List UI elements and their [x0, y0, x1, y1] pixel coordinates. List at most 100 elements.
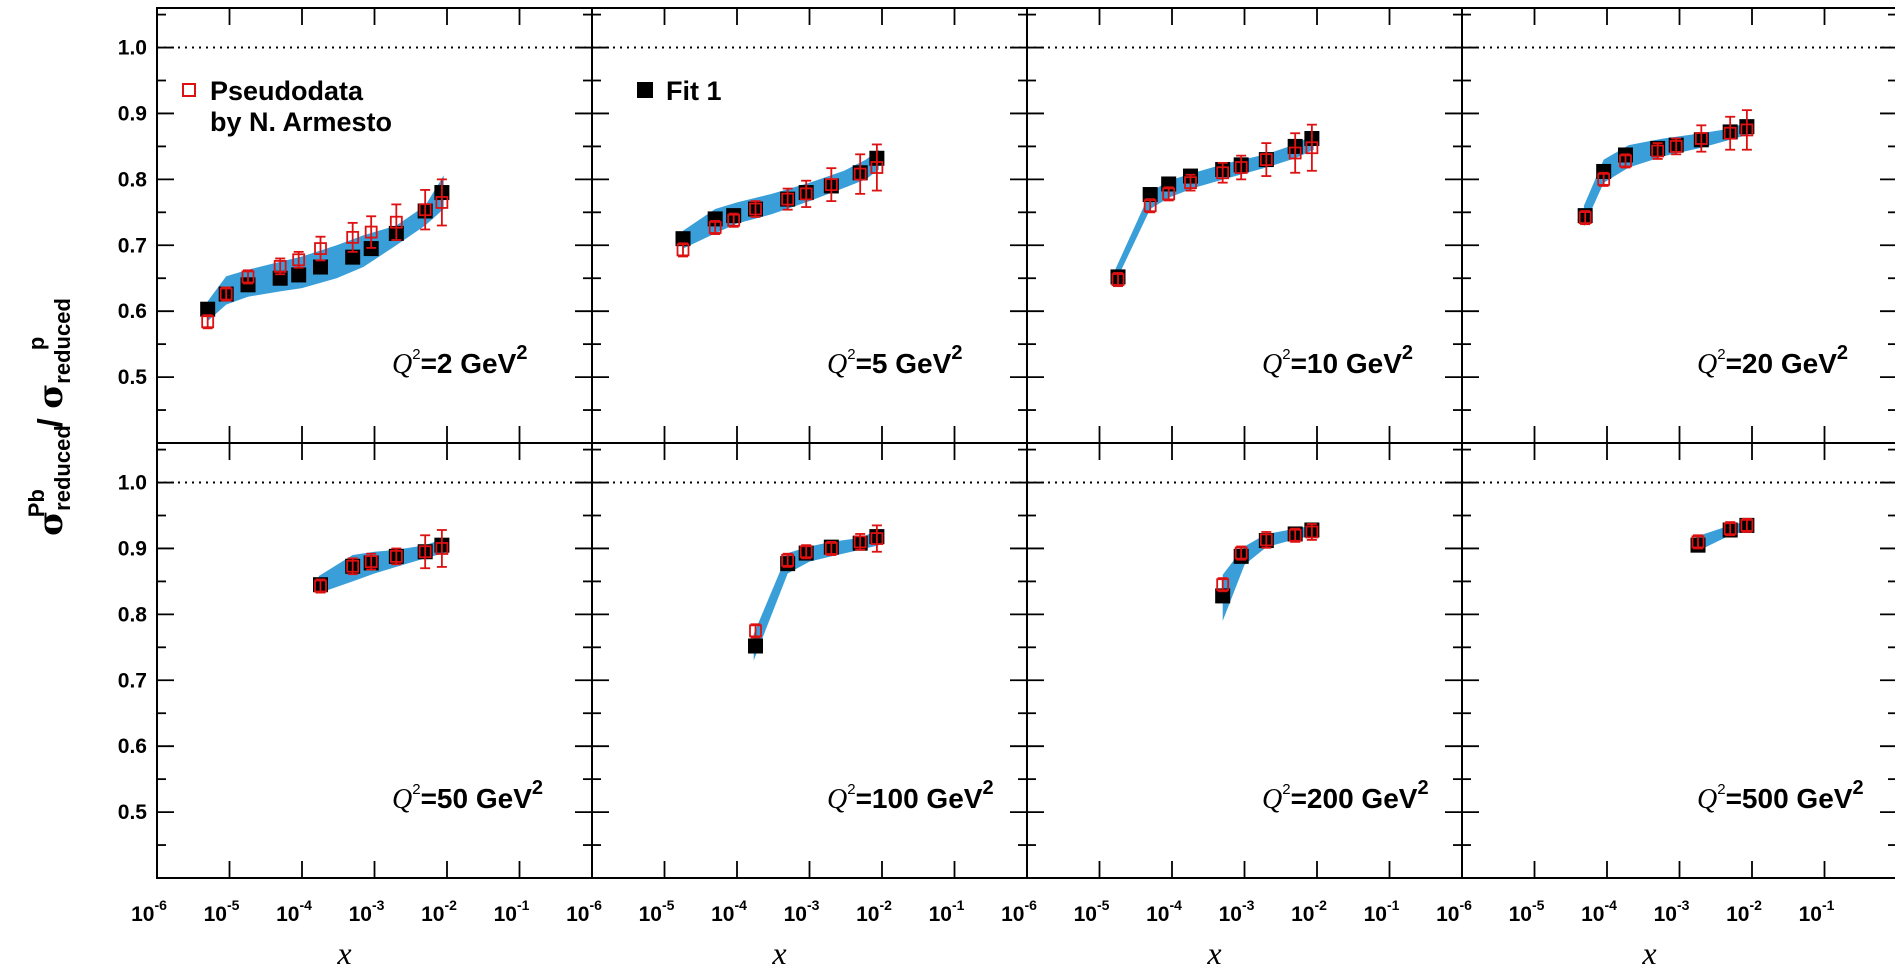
x-tick-label: 10-4 [276, 897, 312, 926]
x-tick-label: 10-2 [1291, 897, 1327, 926]
legend-pseudodata-line2: by N. Armesto [210, 107, 392, 137]
y-tick-label: 1.0 [118, 37, 147, 60]
q2-sup: 2 [1717, 781, 1725, 798]
fit-point-5 [291, 267, 307, 283]
q2-symbol: Q [827, 349, 847, 380]
pseudodata-marker [435, 196, 449, 209]
pseudodata-point-6 [870, 524, 884, 553]
pseudodata-marker [241, 270, 255, 284]
pseudodata-marker [799, 187, 813, 201]
pseudodata-point-3 [1619, 153, 1632, 169]
pseudodata-point-4 [1288, 527, 1302, 543]
pseudodata-point-1 [1578, 210, 1592, 226]
pseudodata-marker [1651, 144, 1665, 158]
pseudodata-point-6 [1694, 124, 1708, 153]
pseudodata-marker [1216, 578, 1230, 592]
q2-value: =50 GeV [421, 783, 533, 814]
y-axis-label: σreducedPb / σreducedp [24, 298, 75, 536]
x-axis-label: x [336, 935, 351, 965]
pseudodata-point-9 [870, 143, 884, 192]
pseudodata-point-3 [364, 552, 378, 571]
y-label-den-sup: p [24, 337, 49, 350]
pseudodata-point-5 [292, 250, 306, 269]
x-tick-exp: -2 [444, 897, 457, 913]
x-tick-label: 10-1 [929, 897, 965, 926]
q2-symbol: Q [392, 349, 412, 380]
pseudodata-point-4 [273, 257, 287, 276]
q2-sup: 2 [1282, 781, 1290, 798]
q2-unit-sup: 2 [1402, 342, 1413, 364]
x-axis-label: x [1641, 935, 1656, 965]
y-tick-label: 0.5 [118, 801, 148, 824]
q2-sup: 2 [412, 346, 420, 363]
x-tick-label: 10-6 [131, 897, 167, 926]
pseudodata-point-3 [727, 212, 741, 228]
x-tick-base: 10 [639, 903, 662, 926]
pseudodata-point-2 [1143, 198, 1157, 214]
pseudodata-marker [1162, 187, 1176, 201]
x-tick-base: 10 [1146, 903, 1169, 926]
pseudodata-point-6 [799, 179, 813, 208]
pseudodata-marker [1740, 518, 1754, 532]
q2-label: Q2=200 GeV2 [1262, 777, 1429, 815]
pseudodata-point-3 [1740, 517, 1754, 533]
x-tick-exp: -3 [1242, 897, 1255, 913]
q2-symbol: Q [392, 784, 412, 815]
x-tick-base: 10 [1509, 903, 1532, 926]
x-tick-label: 10-4 [1581, 897, 1617, 926]
x-tick-exp: -2 [1749, 897, 1762, 913]
x-tick-label: 10-2 [1726, 897, 1762, 926]
pseudodata-marker [346, 230, 360, 244]
q2-symbol: Q [827, 784, 847, 815]
panel-6: Q2=100 GeV2 [591, 442, 1028, 879]
q2-label: Q2=2 GeV2 [392, 342, 527, 380]
pseudodata-marker [853, 167, 867, 181]
y-tick-label: 1.0 [118, 472, 147, 495]
x-tick-label: 10-3 [1219, 897, 1255, 926]
y-tick-label: 0.5 [118, 366, 148, 389]
y-tick-label: 0.7 [118, 669, 147, 692]
panel-4: Q2=20 GeV2 [1461, 7, 1895, 444]
x-tick-base: 10 [1219, 903, 1242, 926]
x-tick-label: 10-2 [421, 897, 457, 926]
q2-sup: 2 [1282, 346, 1290, 363]
uncertainty-band [318, 538, 444, 594]
q2-sup: 2 [1717, 346, 1725, 363]
q2-label: Q2=20 GeV2 [1697, 342, 1848, 380]
q2-value: =10 GeV [1291, 348, 1403, 379]
x-tick-exp: -6 [154, 897, 167, 913]
q2-sup: 2 [412, 781, 420, 798]
pseudodata-point-11 [435, 178, 449, 227]
pseudodata-point-10 [418, 189, 432, 231]
pseudodata-point-7 [824, 167, 838, 203]
legend: Pseudodata by N. Armesto Fit 1 [182, 76, 722, 137]
fit-point-7 [345, 249, 361, 265]
panel-2: Q2=5 GeV2 [591, 7, 1028, 444]
pseudodata-point-8 [364, 215, 378, 249]
svg-text:σreducedPb / σreducedp: σreducedPb / σreducedp [24, 298, 75, 536]
x-tick-label: 10-5 [204, 897, 240, 926]
x-tick-label: 10-5 [1074, 897, 1110, 926]
pseudodata-marker [364, 555, 378, 569]
fit-point-6 [313, 259, 329, 275]
pseudodata-point-1 [314, 578, 327, 594]
x-tick-exp: -2 [1314, 897, 1327, 913]
y-tick-label: 0.9 [118, 537, 147, 560]
pseudodata-point-1 [1216, 577, 1230, 593]
pseudodata-marker [676, 243, 690, 257]
q2-symbol: Q [1697, 784, 1717, 815]
pseudodata-marker [314, 579, 327, 593]
pseudodata-marker [364, 225, 378, 239]
pseudodata-point-5 [418, 534, 432, 570]
q2-sup: 2 [847, 346, 855, 363]
legend-fit-label: Fit 1 [666, 76, 722, 106]
pseudodata-marker [1694, 132, 1708, 145]
x-tick-base: 10 [1654, 903, 1677, 926]
x-tick-base: 10 [784, 903, 807, 926]
pseudodata-point-1 [676, 242, 690, 258]
x-tick-exp: -1 [517, 897, 530, 913]
q2-label: Q2=100 GeV2 [827, 777, 994, 815]
pseudodata-marker [1691, 535, 1705, 549]
